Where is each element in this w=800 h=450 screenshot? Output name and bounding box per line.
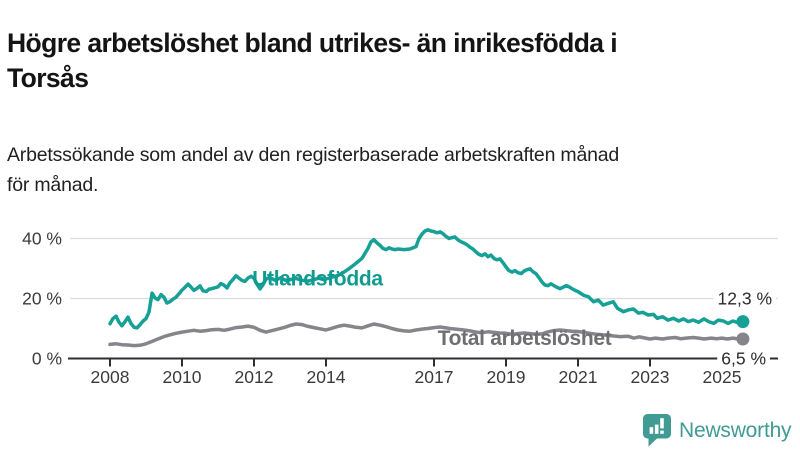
series-inline-label-1: Total arbetslöshet [438, 327, 612, 350]
x-tick-label: 2008 [91, 367, 130, 387]
end-label-backing-0 [713, 286, 776, 311]
x-tick-label: 2019 [487, 367, 526, 387]
series-line-0 [108, 228, 745, 330]
bar-chart-speech-bubble-icon [643, 414, 671, 447]
series-line-1 [108, 322, 745, 348]
newsworthy-logo[interactable]: Newsworthy [643, 414, 792, 447]
x-tick-label: 2014 [307, 367, 346, 387]
x-tick-label: 2010 [163, 367, 202, 387]
y-tick-label: 0 % [32, 349, 62, 369]
series-inline-label-0: Utlandsfödda [252, 267, 383, 290]
x-tick-label: 2017 [415, 367, 454, 387]
series-end-value-label-0: 12,3 % [718, 289, 772, 309]
title-line-1: Högre arbetslöshet bland utrikes- än inr… [7, 27, 618, 58]
page-title: Högre arbetslöshet bland utrikes- än inr… [7, 26, 618, 96]
x-tick-label: 2025 [703, 367, 742, 387]
subtitle-line-2: för månad. [7, 173, 99, 196]
x-tick-label: 2021 [559, 367, 598, 387]
series-end-value-label-1: 6,5 % [721, 349, 766, 369]
logo-text: Newsworthy [679, 418, 792, 442]
y-tick-label: 40 % [22, 229, 62, 249]
series-end-dot-1 [736, 332, 750, 346]
chart-subtitle: Arbetssökande som andel av den registerb… [7, 140, 619, 200]
end-label-backing-1 [717, 346, 770, 371]
x-tick-label: 2023 [631, 367, 670, 387]
x-tick-label: 2012 [235, 367, 274, 387]
y-tick-label: 20 % [22, 289, 62, 309]
series-end-dot-0 [736, 315, 750, 329]
subtitle-line-1: Arbetssökande som andel av den registerb… [7, 143, 620, 166]
title-line-2: Torsås [7, 62, 89, 93]
